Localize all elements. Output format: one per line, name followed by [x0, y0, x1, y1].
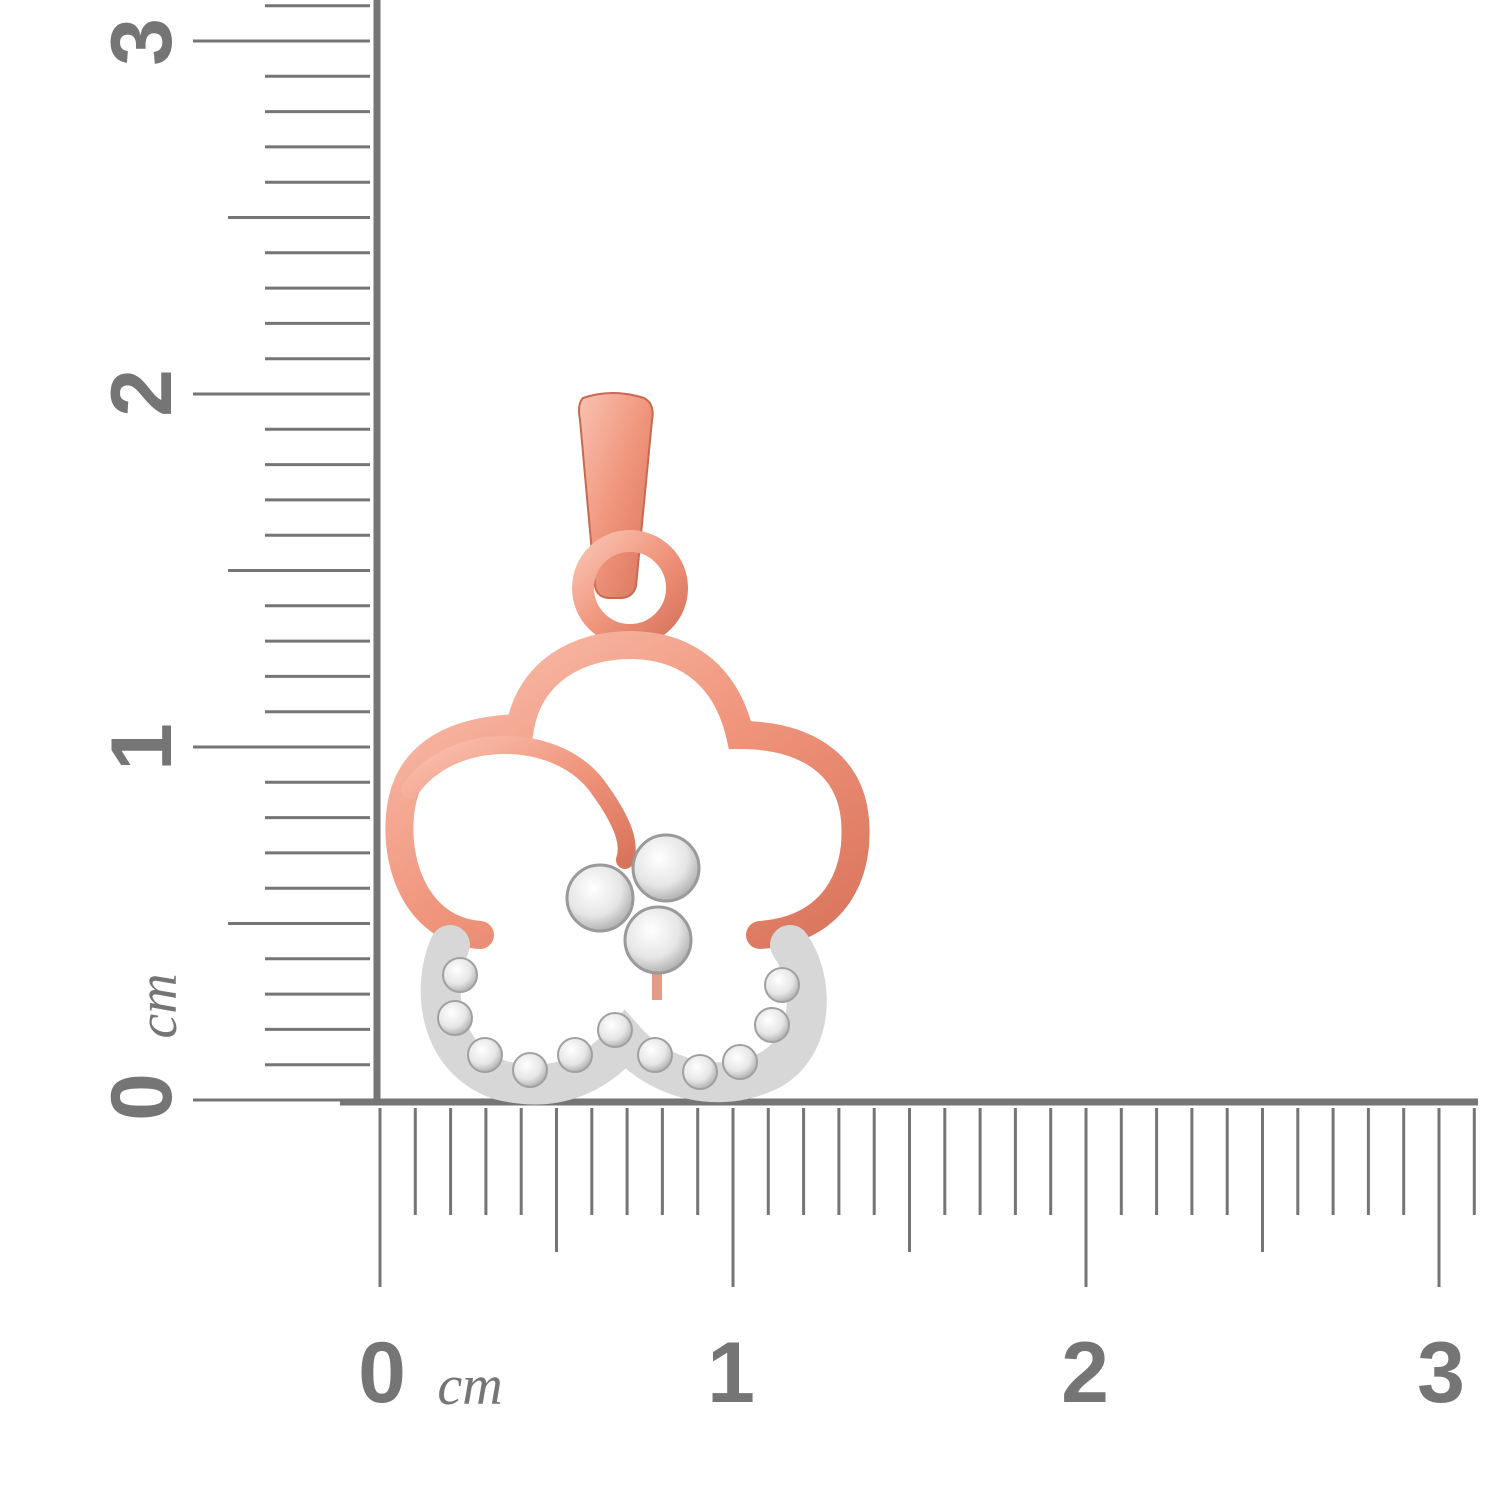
pave-stone [764, 967, 800, 1003]
vertical-unit-label: cm [127, 973, 189, 1038]
horizontal-ruler: 0 cm 1 2 3 [340, 1098, 1478, 1421]
vertical-label-1: 1 [94, 723, 190, 771]
vertical-label-0: 0 [94, 1073, 190, 1121]
vertical-label-2: 2 [94, 369, 190, 417]
center-stone [631, 833, 701, 903]
pave-stone [597, 1012, 633, 1048]
pave-stone [637, 1037, 673, 1073]
horizontal-ruler-ticks [378, 1108, 1476, 1287]
center-stone [565, 863, 635, 933]
pave-stone [754, 1007, 790, 1043]
pave-stone [722, 1044, 758, 1080]
pave-stone [442, 957, 478, 993]
horizontal-label-1: 1 [707, 1325, 755, 1421]
pendant-inner-sweep [401, 736, 636, 869]
horizontal-unit-label: cm [437, 1355, 502, 1417]
pendant-flower-outline [385, 630, 870, 949]
pave-stone [467, 1037, 503, 1073]
horizontal-label-0: 0 [358, 1325, 406, 1421]
center-stone [623, 905, 693, 975]
pendant [385, 392, 870, 1105]
pave-stones [437, 957, 800, 1090]
horizontal-label-3: 3 [1417, 1325, 1465, 1421]
vertical-label-3: 3 [94, 18, 190, 66]
pave-stone [512, 1052, 548, 1088]
vertical-ruler-ticks [193, 4, 370, 1102]
horizontal-label-2: 2 [1061, 1325, 1109, 1421]
pave-stone [682, 1054, 718, 1090]
center-trio-stones [565, 833, 701, 1000]
vertical-ruler: 3 2 1 0 cm [94, 0, 381, 1121]
pave-stone [557, 1037, 593, 1073]
pave-stone [437, 1000, 473, 1036]
center-stem [652, 960, 662, 1000]
